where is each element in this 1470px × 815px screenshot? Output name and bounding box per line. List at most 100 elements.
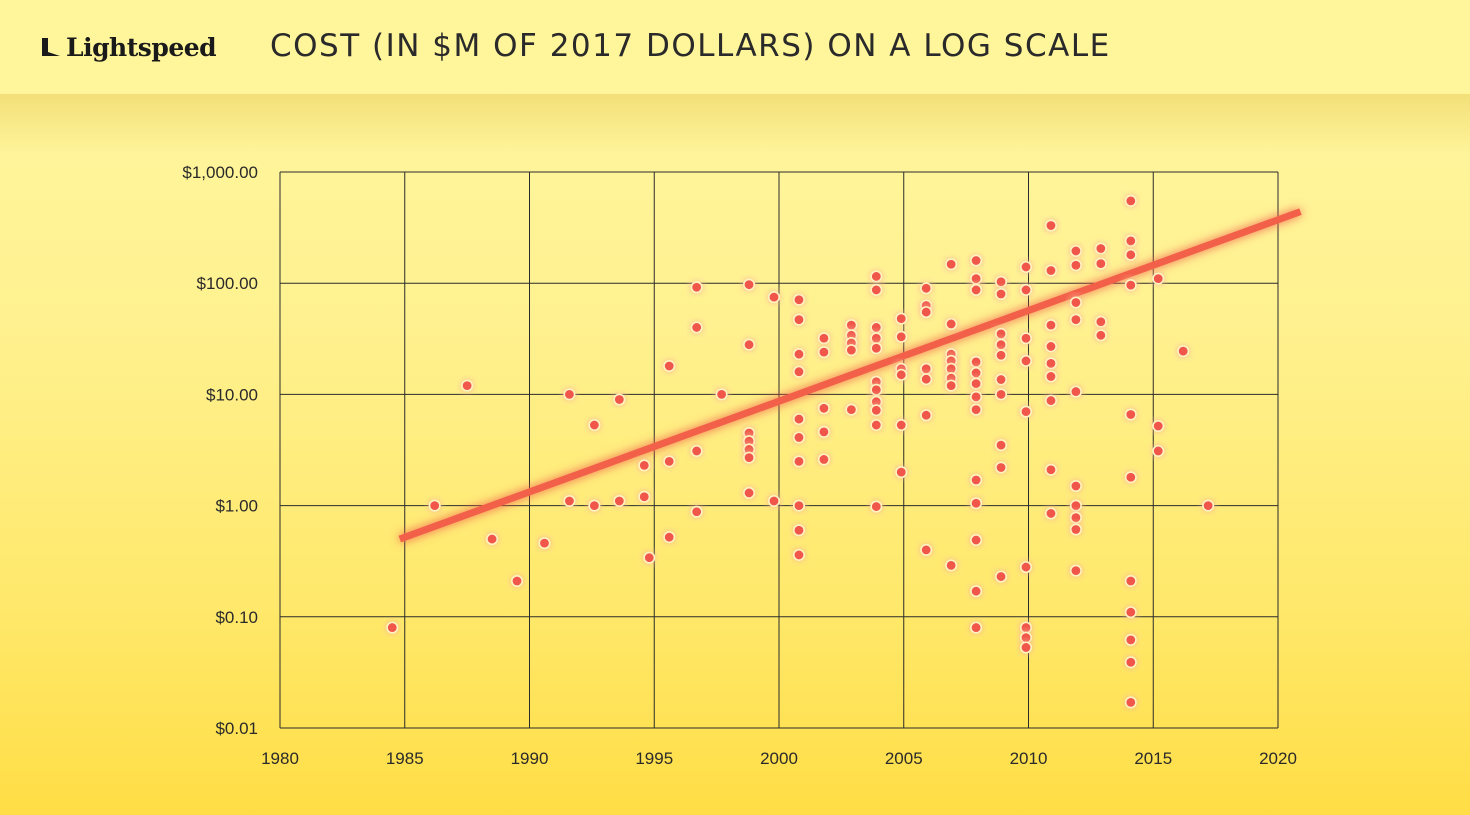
chart-title: COST (IN $M OF 2017 DOLLARS) ON A LOG SC… (270, 28, 1111, 64)
data-point (970, 254, 983, 267)
grid-lines (279, 171, 1279, 729)
trendline (398, 208, 1302, 543)
data-point (792, 548, 805, 561)
data-point (970, 390, 983, 403)
data-point (792, 365, 805, 378)
x-tick-label: 2020 (1259, 749, 1297, 768)
data-point (1124, 279, 1137, 292)
data-point (995, 461, 1008, 474)
data-point (1044, 463, 1057, 476)
data-point (995, 287, 1008, 300)
data-point (995, 439, 1008, 452)
data-point (690, 281, 703, 294)
y-tick-label: $1.00 (215, 497, 258, 516)
data-point (895, 419, 908, 432)
data-point (1044, 357, 1057, 370)
data-point (895, 466, 908, 479)
data-point (995, 327, 1008, 340)
data-point (1152, 272, 1165, 285)
data-point (895, 312, 908, 325)
data-point (792, 413, 805, 426)
data-point (870, 283, 883, 296)
points-layer (386, 194, 1215, 709)
x-tick-label: 2000 (760, 749, 798, 768)
y-tick-label: $0.01 (215, 719, 258, 738)
data-point (817, 332, 830, 345)
data-point (1069, 511, 1082, 524)
data-point (792, 431, 805, 444)
data-point (945, 317, 958, 330)
data-point (1020, 405, 1033, 418)
data-point (1124, 696, 1137, 709)
data-point (663, 360, 676, 373)
data-point (511, 574, 524, 587)
data-point (1020, 354, 1033, 367)
data-point (690, 321, 703, 334)
data-point (792, 348, 805, 361)
data-point (563, 494, 576, 507)
data-point (613, 494, 626, 507)
data-point (1124, 234, 1137, 247)
data-point (1020, 260, 1033, 273)
data-point (588, 499, 601, 512)
data-point (945, 258, 958, 271)
x-tick-label: 1980 (261, 749, 299, 768)
data-point (1069, 564, 1082, 577)
data-point (486, 533, 499, 546)
data-point (743, 338, 756, 351)
data-point (870, 404, 883, 417)
data-point (663, 531, 676, 544)
x-tick-label: 2005 (885, 749, 923, 768)
data-point (743, 451, 756, 464)
data-point (870, 321, 883, 334)
data-point (690, 505, 703, 518)
data-point (638, 490, 651, 503)
data-point (995, 373, 1008, 386)
data-point (792, 524, 805, 537)
data-point (945, 379, 958, 392)
data-point (1020, 631, 1033, 644)
data-point (386, 621, 399, 634)
data-point (1094, 315, 1107, 328)
data-point (643, 551, 656, 564)
data-point (1124, 606, 1137, 619)
data-point (1124, 248, 1137, 261)
data-point (792, 455, 805, 468)
data-point (970, 366, 983, 379)
y-axis: $0.01 $0.10 $1.00 $10.00 $100.00 $1,000.00 (182, 163, 258, 738)
data-point (1069, 385, 1082, 398)
data-point (970, 621, 983, 634)
data-point (870, 500, 883, 513)
y-tick-label: $1,000.00 (182, 163, 258, 182)
y-tick-label: $100.00 (197, 274, 258, 293)
data-point (1020, 332, 1033, 345)
x-tick-label: 2015 (1134, 749, 1172, 768)
data-point (743, 278, 756, 291)
data-point (970, 497, 983, 510)
y-tick-label: $10.00 (206, 385, 258, 404)
data-point (1094, 257, 1107, 270)
data-point (1044, 370, 1057, 383)
trendline-layer (398, 208, 1302, 543)
data-point (638, 459, 651, 472)
data-point (1069, 480, 1082, 493)
data-point (1177, 345, 1190, 358)
brand-name: Lightspeed (66, 32, 217, 62)
x-tick-label: 1990 (511, 749, 549, 768)
data-point (995, 570, 1008, 583)
data-point (1020, 621, 1033, 634)
brand-logo: Lightspeed (42, 30, 217, 64)
data-point (920, 306, 933, 319)
data-point (743, 486, 756, 499)
data-point (690, 444, 703, 457)
data-point (970, 283, 983, 296)
data-point (663, 455, 676, 468)
data-point (817, 425, 830, 438)
data-point (538, 537, 551, 550)
data-point (1020, 561, 1033, 574)
data-point (1152, 419, 1165, 432)
data-point (945, 559, 958, 572)
data-point (1044, 507, 1057, 520)
data-point (1069, 259, 1082, 272)
